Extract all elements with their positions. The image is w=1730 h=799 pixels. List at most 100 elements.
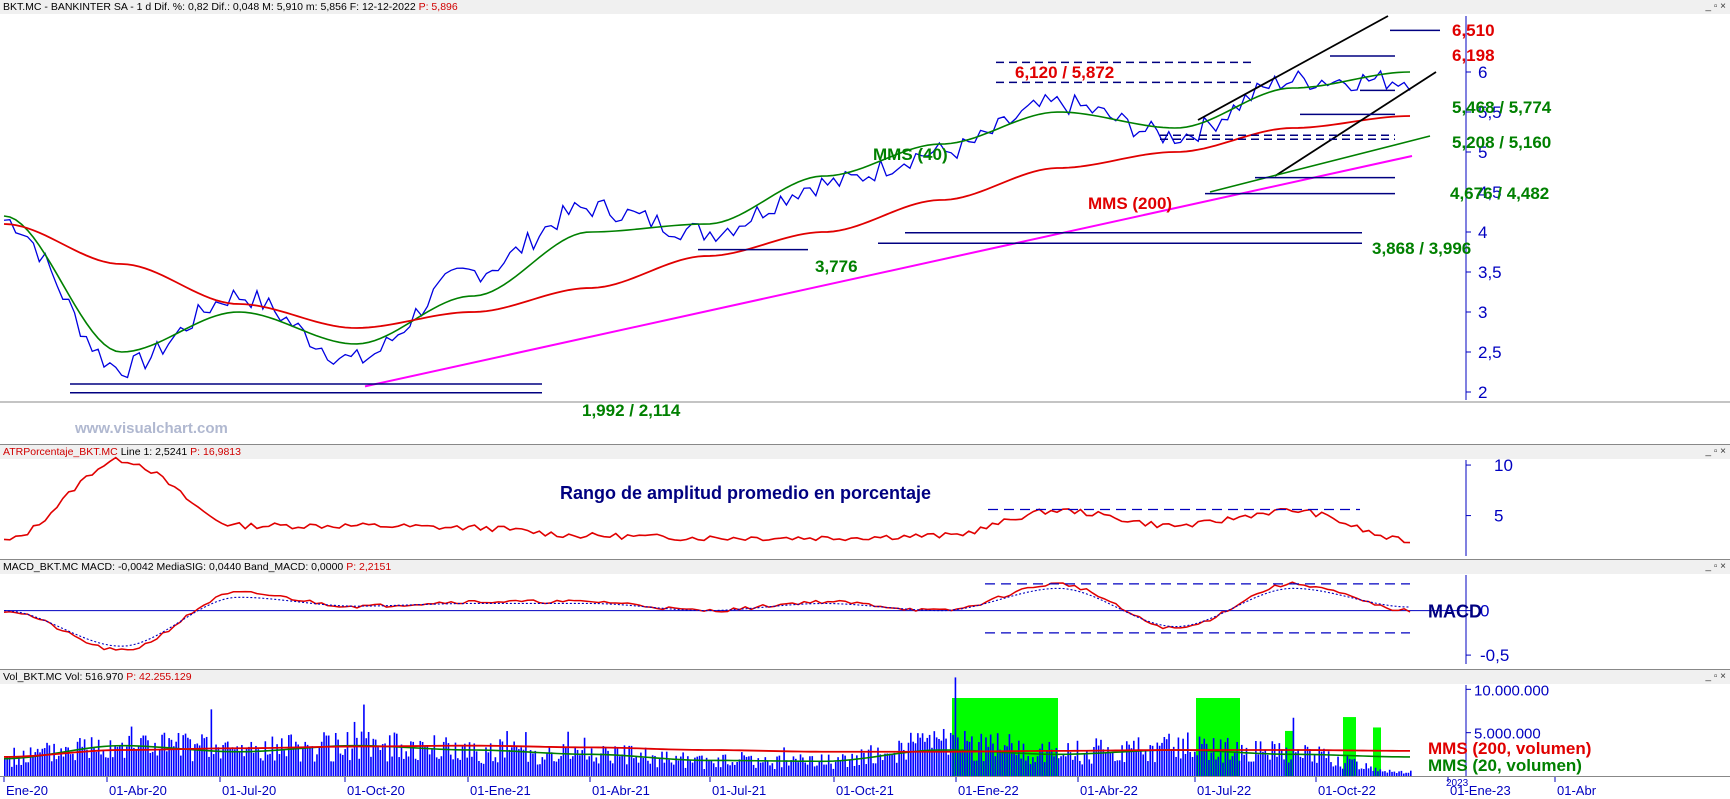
volume-bar: [539, 764, 541, 776]
volume-bar: [168, 738, 170, 776]
volume-bar: [536, 764, 539, 776]
volume-bar: [902, 749, 905, 776]
volume-bar: [689, 759, 691, 776]
volume-bar: [187, 737, 189, 776]
volume-bar: [316, 754, 318, 776]
volume-bar: [874, 763, 877, 776]
volume-bar: [722, 754, 724, 776]
volume-bar: [285, 756, 288, 776]
volume-bar: [313, 761, 316, 776]
panel-window-controls[interactable]: _ ▫ ×: [1705, 561, 1726, 572]
atr-panel-header: ATRPorcentaje_BKT.MC Line 1: 2,5241 P: 1…: [0, 445, 1730, 459]
volume-bar: [1318, 746, 1321, 776]
volume-bar: [1182, 738, 1184, 776]
volume-bar: [1093, 746, 1095, 776]
volume-bar: [799, 754, 802, 776]
volume-bar: [431, 749, 433, 776]
volume-bar: [555, 761, 558, 776]
volume-bar: [959, 750, 961, 776]
volume-bar: [1395, 773, 1398, 776]
volume-bar: [940, 740, 943, 776]
volume-bar: [377, 746, 379, 776]
volume-bar: [1196, 755, 1199, 776]
level-label-5208: 5,208 / 5,160: [1452, 133, 1551, 152]
panel-window-controls[interactable]: _ ▫ ×: [1705, 671, 1726, 682]
symbol-label: BKT.MC - BANKINTER SA -: [3, 1, 134, 13]
volume-bar: [895, 762, 898, 776]
macd-p-value: P: 2,2151: [346, 561, 392, 573]
volume-bar: [1287, 762, 1290, 776]
volume-bar: [309, 746, 311, 776]
volume-bar: [1090, 763, 1093, 776]
volume-bar: [1083, 753, 1086, 776]
volume-bar: [1205, 743, 1208, 776]
volume-bar: [128, 735, 131, 776]
volume-bar: [867, 749, 870, 776]
volume-bar: [1323, 748, 1325, 776]
volume-bar: [217, 747, 220, 776]
volume-bar: [459, 759, 461, 776]
volume-bar: [813, 766, 816, 776]
volume-bar: [1363, 768, 1365, 776]
volume-bar: [278, 754, 281, 776]
volume-bar: [1299, 756, 1302, 776]
vol-p-value: P: 42.255.129: [126, 671, 192, 683]
x-tick-label: 01-Jul-22: [1197, 783, 1251, 798]
volume-bar: [339, 753, 342, 776]
volume-bar: [919, 737, 922, 776]
volume-bar: [1374, 767, 1377, 776]
volume-bar: [1102, 749, 1105, 776]
volume-bar: [1107, 747, 1109, 776]
volume-bar: [529, 750, 532, 776]
volume-bar: [820, 754, 823, 776]
volume-bar: [1405, 772, 1407, 776]
panel-window-controls[interactable]: _ ▫ ×: [1705, 1, 1726, 12]
volume-bar: [684, 767, 687, 776]
volume-bar: [1222, 762, 1224, 776]
sma40-label: MMS (40): [873, 145, 948, 164]
volume-bar: [1076, 740, 1079, 776]
volume-bar: [189, 739, 192, 776]
x-tick-label: Ene-20: [6, 783, 48, 798]
volume-bar: [161, 734, 163, 776]
volume-bar: [574, 746, 576, 776]
volume-bar: [633, 758, 635, 776]
volume-bar: [489, 743, 492, 776]
volume-bar: [694, 757, 696, 776]
volume-bar: [475, 751, 478, 776]
volume-bar: [590, 748, 593, 776]
volume-bar: [1179, 758, 1182, 776]
volume-bar: [1147, 761, 1149, 776]
volume-bar: [452, 759, 454, 776]
volume-bar: [1036, 756, 1039, 776]
volume-bar: [691, 762, 694, 776]
volume-bar: [243, 756, 246, 776]
volume-bar: [945, 738, 947, 776]
volume-bar: [724, 754, 727, 776]
volume-bar: [501, 741, 504, 776]
volume-bar: [1262, 751, 1264, 776]
panel-window-controls[interactable]: _ ▫ ×: [1705, 446, 1726, 457]
volume-bar: [581, 750, 584, 776]
volume-bar: [248, 746, 250, 776]
volume-bar: [834, 761, 837, 776]
volume-bar: [447, 743, 450, 776]
volume-bar: [1095, 738, 1098, 776]
x-tick-label: 01-Abr-20: [109, 783, 167, 798]
volume-bar: [790, 760, 792, 776]
volume-bar: [1187, 732, 1189, 776]
volume-panel-header: Vol_BKT.MC Vol: 516.970 P: 42.255.129: [0, 670, 1730, 684]
volume-bar: [1252, 761, 1255, 776]
volume-bar: [367, 731, 370, 776]
volume-bar: [879, 754, 882, 776]
volume-bar: [733, 764, 736, 776]
atr-title: Rango de amplitud promedio en porcentaje: [560, 483, 931, 503]
volume-bar: [642, 757, 645, 776]
volume-bar: [290, 734, 292, 776]
volume-bar: [701, 755, 703, 776]
x-tick-label: 01-Abr-21: [592, 783, 650, 798]
volume-bar: [116, 746, 119, 776]
volume-highlight-box: [1285, 730, 1294, 776]
volume-bar: [121, 742, 123, 776]
volume-bar: [205, 736, 208, 776]
